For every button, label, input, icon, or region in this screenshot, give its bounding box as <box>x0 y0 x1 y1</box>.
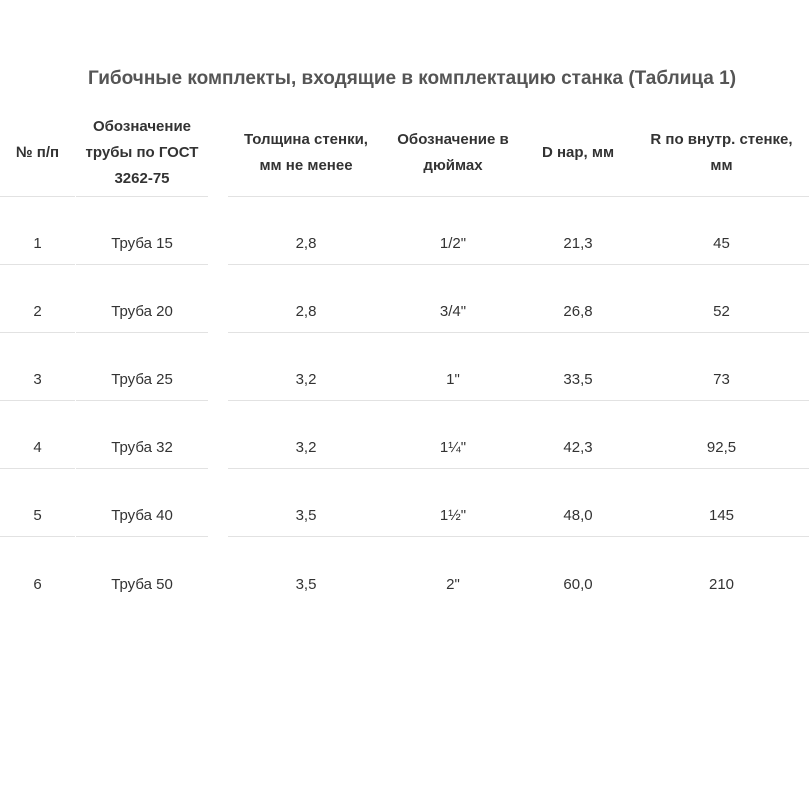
cell-number: 6 <box>33 575 42 593</box>
cell-inner-radius: 52 <box>634 265 809 333</box>
table-row: 2 Труба 20 2,8 3/4" 26,8 52 <box>0 265 809 333</box>
cell-inch-designation: 1½" <box>384 469 522 537</box>
cell-number: 1 <box>0 197 75 265</box>
cell-inner-radius: 145 <box>634 469 809 537</box>
header-number: № п/п <box>0 110 75 197</box>
cell-inner-radius: 73 <box>634 333 809 401</box>
cell-pipe-designation: Труба 20 <box>76 265 208 333</box>
header-inch-designation: Обозначение в дюймах <box>384 110 522 197</box>
table-row: 4 Труба 32 3,2 1¼" 42,3 92,5 <box>0 401 809 469</box>
cell-pipe-designation: Труба 40 <box>76 469 208 537</box>
header-outer-diameter: D нар, мм <box>522 110 634 197</box>
cell-inner-radius: 45 <box>634 197 809 265</box>
table-title: Гибочные комплекты, входящие в комплекта… <box>87 68 737 89</box>
cell-wall-thickness: 3,5 <box>295 575 317 593</box>
table-row: 1 Труба 15 2,8 1/2" 21,3 45 <box>0 197 809 265</box>
cell-number: 3 <box>0 333 75 401</box>
cell-wall-thickness: 2,8 <box>228 265 384 333</box>
cell-pipe-designation: Труба 25 <box>76 333 208 401</box>
cell-inch-designation: 1/2" <box>384 197 522 265</box>
cell-wall-thickness: 3,2 <box>228 401 384 469</box>
cell-outer-diameter: 21,3 <box>522 197 634 265</box>
cell-outer-diameter: 42,3 <box>522 401 634 469</box>
cell-wall-thickness: 3,2 <box>228 333 384 401</box>
table-row: 5 Труба 40 3,5 1½" 48,0 145 <box>0 469 809 537</box>
cell-inch-designation: 1¼" <box>384 401 522 469</box>
cell-pipe-designation: Труба 15 <box>76 197 208 265</box>
cell-wall-thickness: 2,8 <box>228 197 384 265</box>
cell-pipe-designation: Труба 32 <box>76 401 208 469</box>
cell-pipe-designation: Труба 50 <box>111 575 173 593</box>
cell-inch-designation: 2" <box>446 575 460 593</box>
cell-outer-diameter: 60,0 <box>563 575 593 593</box>
table-header: № п/п Обозначение трубы по ГОСТ 3262-75 … <box>0 110 809 197</box>
cell-outer-diameter: 26,8 <box>522 265 634 333</box>
cell-number: 4 <box>0 401 75 469</box>
cell-outer-diameter: 48,0 <box>522 469 634 537</box>
table-row: 6 Труба 50 3,5 2" 60,0 210 <box>0 537 809 605</box>
header-inner-radius: R по внутр. стенке, мм <box>634 110 809 197</box>
header-pipe-designation: Обозначение трубы по ГОСТ 3262-75 <box>76 110 208 197</box>
cell-outer-diameter: 33,5 <box>522 333 634 401</box>
cell-inner-radius: 92,5 <box>634 401 809 469</box>
cell-number: 5 <box>0 469 75 537</box>
header-wall-thickness: Толщина стенки, мм не менее <box>228 110 384 197</box>
table-row: 3 Труба 25 3,2 1" 33,5 73 <box>0 333 809 401</box>
cell-inch-designation: 1" <box>384 333 522 401</box>
cell-wall-thickness: 3,5 <box>228 469 384 537</box>
cell-inch-designation: 3/4" <box>384 265 522 333</box>
cell-number: 2 <box>0 265 75 333</box>
cell-inner-radius: 210 <box>708 575 735 593</box>
